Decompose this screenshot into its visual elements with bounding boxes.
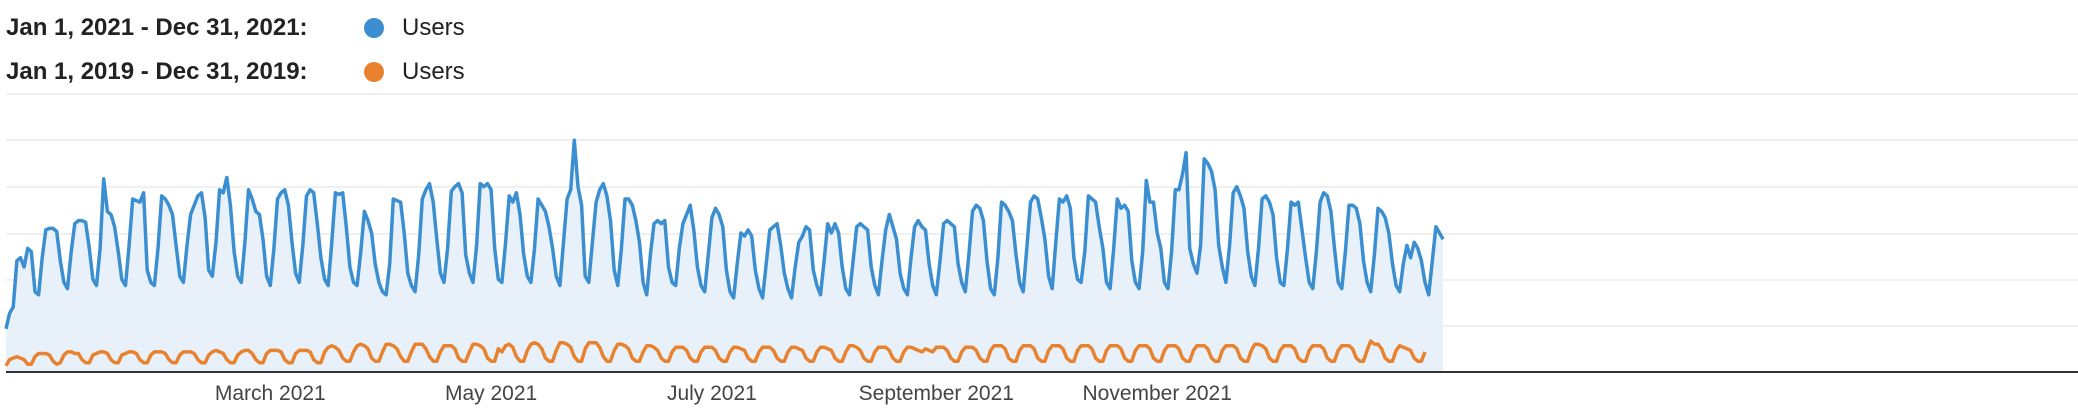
legend: Jan 1, 2021 - Dec 31, 2021: Users Jan 1,… [6,6,465,94]
x-tick-label-3: September 2021 [859,382,1014,405]
x-tick-label-2: July 2021 [667,382,757,405]
legend-dot-2021 [364,18,384,38]
legend-series-2019: Users [402,58,465,85]
series-line-2021[interactable] [4,138,1445,330]
x-tick-label-4: November 2021 [1082,382,1231,405]
legend-row-2021[interactable]: Jan 1, 2021 - Dec 31, 2021: Users [6,6,465,50]
x-tick-label-0: March 2021 [215,382,326,405]
x-tick-label-1: May 2021 [445,382,537,405]
legend-range-2021: Jan 1, 2021 - Dec 31, 2021: [6,14,308,41]
series-line-2019[interactable] [4,339,1427,367]
x-axis-ticks: March 2021 May 2021 July 2021 September 202… [215,382,1232,405]
legend-range-2019: Jan 1, 2019 - Dec 31, 2019: [6,58,308,85]
legend-dot-2019 [364,62,384,82]
legend-series-2021: Users [402,14,465,41]
legend-row-2019[interactable]: Jan 1, 2019 - Dec 31, 2019: Users [6,50,465,94]
